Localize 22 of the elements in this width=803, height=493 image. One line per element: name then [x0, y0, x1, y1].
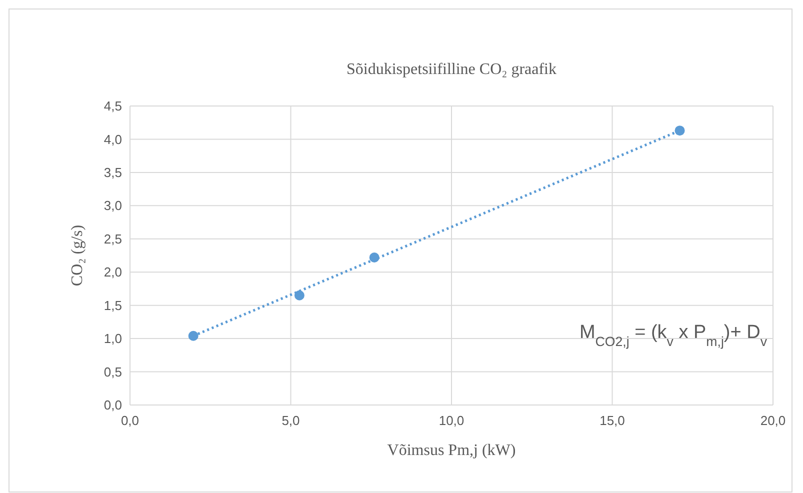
x-tick-label: 20,0 — [760, 413, 786, 428]
y-tick-label: 2,5 — [104, 231, 122, 246]
x-tick-label: 0,0 — [120, 413, 140, 428]
x-tick-label: 10,0 — [438, 413, 464, 428]
y-tick-label: 0,5 — [104, 364, 122, 380]
point — [188, 330, 198, 341]
y-tick-label: 2,0 — [104, 264, 122, 280]
x-tick-label: 15,0 — [600, 413, 625, 428]
chart-title: Sõidukispetsiifilline CO₂ graafik — [346, 61, 556, 78]
x-tick-label: 5,0 — [282, 413, 300, 428]
y-tick-label: 1,0 — [104, 331, 122, 346]
point — [294, 290, 304, 300]
y-tick-label: 0,0 — [104, 398, 122, 413]
y-tick-label: 3,5 — [104, 164, 122, 180]
y-tick-label: 3,0 — [104, 198, 122, 214]
y-tick-label: 1,5 — [104, 298, 122, 313]
x-axis-title: Võimsus Pm,j (kW) — [387, 442, 516, 459]
y-tick-label: 4,0 — [104, 132, 122, 147]
point — [674, 126, 685, 136]
y-tick-label: 4,5 — [104, 98, 122, 114]
y-axis-title: CO₂ (g/s) — [69, 224, 86, 286]
annotation: M$_{CO2,j}$ = (k$_{v}$ x P$_{m,j}$)+ D$_{v}$ — [579, 322, 768, 348]
